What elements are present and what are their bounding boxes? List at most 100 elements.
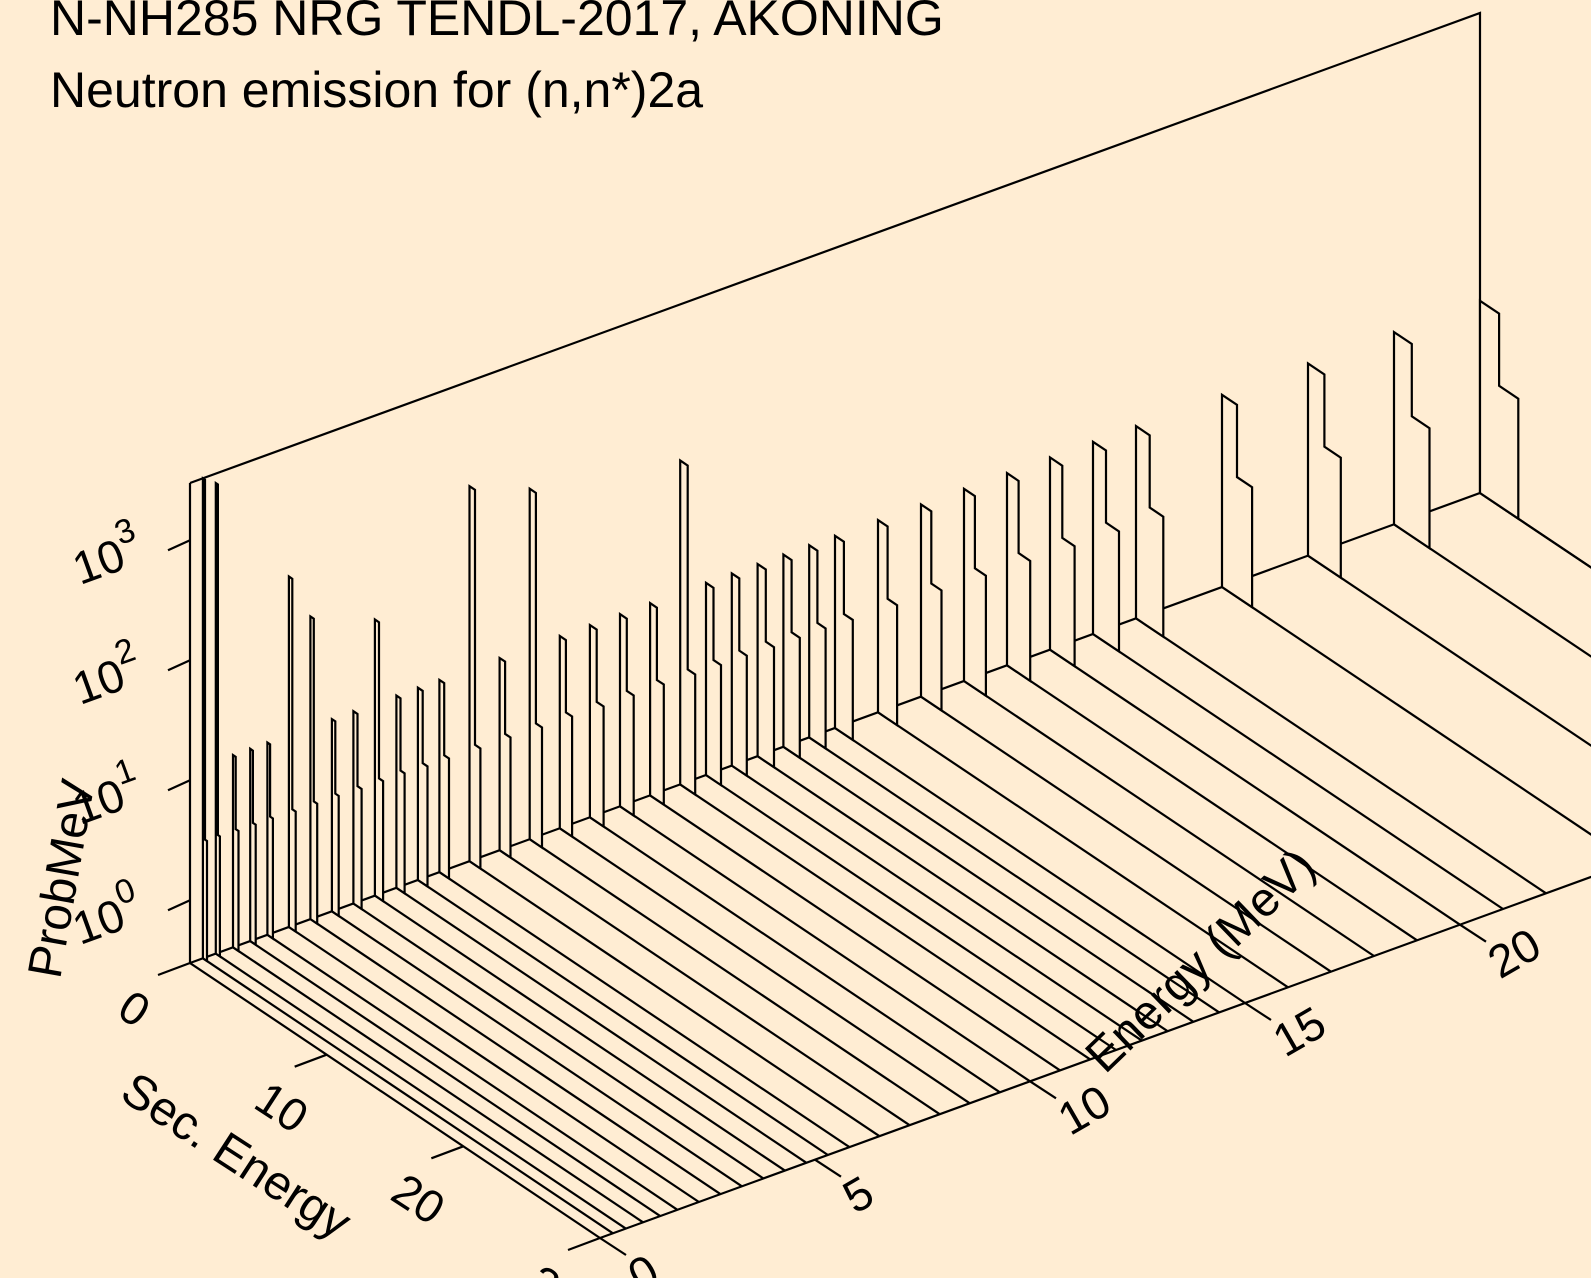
spectrum-baseline-16 xyxy=(705,774,1117,1051)
spectrum-baseline-27 xyxy=(395,886,808,1164)
spectrum-baseline-24 xyxy=(468,860,881,1138)
spectrum-baseline-37 xyxy=(202,957,614,1235)
sec-energy-tick-3 xyxy=(567,1236,601,1252)
spectrum-baseline-17 xyxy=(679,783,1091,1061)
spectrum-baseline-32 xyxy=(288,926,700,1203)
spectrum-baseline-28 xyxy=(374,894,786,1172)
prob-tick-2 xyxy=(167,659,191,672)
sec-energy-tick-label-3: 30 xyxy=(520,1255,591,1278)
y-axis-title: Sec. Energy xyxy=(112,1063,360,1250)
spectrum-6 xyxy=(1048,455,1076,669)
spectrum-baseline-7 xyxy=(1006,664,1418,942)
sec-energy-tick-0 xyxy=(157,961,191,977)
spectrum-21 xyxy=(558,633,574,839)
spectrum-baseline-5 xyxy=(1092,633,1504,910)
spectrum-baseline-29 xyxy=(352,902,765,1180)
spectrum-25 xyxy=(438,677,451,881)
sec-energy-tick-2 xyxy=(430,1145,464,1160)
spectrum-28 xyxy=(373,617,385,904)
spectrum-18 xyxy=(648,601,665,807)
sec-energy-tick-label-1: 10 xyxy=(246,1071,317,1142)
energy-tick-label-3: 15 xyxy=(1264,996,1334,1067)
spectrum-30 xyxy=(330,717,340,918)
spectrum-2 xyxy=(1306,361,1342,580)
sec-energy-tick-1 xyxy=(294,1053,328,1068)
spectrum-14 xyxy=(756,561,776,770)
spectrum-baseline-30 xyxy=(331,910,743,1188)
spectrum-baseline-35 xyxy=(232,946,644,1224)
spectrum-22 xyxy=(528,486,544,850)
spectrum-baseline-20 xyxy=(589,816,1001,1094)
spectrum-11 xyxy=(833,533,854,742)
spectrum-baseline-3 xyxy=(1221,586,1591,836)
spectrum-31 xyxy=(309,614,319,926)
spectrum-32 xyxy=(287,574,297,934)
spectrum-13 xyxy=(782,552,801,760)
spectrum-baseline-21 xyxy=(559,827,971,1105)
spectrum-baseline-8 xyxy=(963,680,1375,957)
spectrum-3 xyxy=(1220,392,1254,610)
spectrum-16 xyxy=(704,580,723,788)
energy-tick-label-1: 5 xyxy=(834,1165,882,1223)
spectrum-baseline-11 xyxy=(834,727,1246,1004)
spectrum-5 xyxy=(1091,439,1121,654)
chart-title: N-NH285 NRG TENDL-2017, AKONING xyxy=(50,0,944,46)
spectrum-baseline-14 xyxy=(756,755,1169,1033)
prob-tick-1 xyxy=(167,779,191,792)
energy-tick-label-0: 0 xyxy=(619,1244,667,1278)
spectrum-baseline-4 xyxy=(1135,617,1547,895)
spectrum-0 xyxy=(1478,298,1520,521)
spectrum-baseline-25 xyxy=(438,871,851,1149)
spectrum-baseline-1 xyxy=(1393,523,1591,658)
energy-tick-2 xyxy=(1029,1080,1057,1100)
prob-tick-0 xyxy=(167,899,191,912)
sec-energy-tick-label-0: 0 xyxy=(110,980,160,1038)
spectrum-37 xyxy=(201,476,209,964)
spectrum-baseline-9 xyxy=(920,695,1332,973)
spectrum-baseline-12 xyxy=(808,736,1220,1014)
chart-subtitle: Neutron emission for (n,n*)2a xyxy=(50,62,703,118)
spectrum-baseline-31 xyxy=(309,918,722,1196)
spectrum-baseline-34 xyxy=(249,940,661,1218)
spectrum-27 xyxy=(395,693,406,896)
spectrum-baseline-0 xyxy=(1479,492,1591,569)
prob-tick-label-2: 102 xyxy=(62,631,150,715)
spectrum-baseline-36 xyxy=(215,952,627,1230)
energy-tick-0 xyxy=(599,1237,627,1256)
spectrum-baseline-10 xyxy=(877,711,1289,989)
spectrum-baseline-15 xyxy=(731,764,1143,1042)
spectrum-26 xyxy=(416,685,429,889)
spectrum-20 xyxy=(588,623,605,829)
spectrum-baseline-33 xyxy=(266,933,679,1211)
spectrum-1 xyxy=(1392,330,1431,551)
spectrum-10 xyxy=(876,518,899,728)
spectrum-baseline-13 xyxy=(782,745,1195,1023)
energy-tick-3 xyxy=(1244,1002,1272,1021)
prob-tick-3 xyxy=(167,539,191,552)
spectrum-36 xyxy=(214,481,221,959)
spectrum-24 xyxy=(468,484,482,871)
spectrum-baseline-23 xyxy=(498,849,911,1127)
spectrum-12 xyxy=(808,543,827,751)
spectrum-baseline-2 xyxy=(1307,554,1591,747)
spectrum-8 xyxy=(962,486,988,698)
spectrum-15 xyxy=(730,571,748,778)
spectrum-23 xyxy=(498,655,512,860)
spectrum-7 xyxy=(1005,471,1032,683)
spectrum-baseline-19 xyxy=(619,805,1031,1083)
spectrum-baseline-18 xyxy=(649,794,1061,1072)
axis-ticks xyxy=(157,539,1487,1256)
spectrum-baseline-6 xyxy=(1049,648,1461,926)
spectrum-9 xyxy=(919,502,943,713)
series-group xyxy=(201,298,1591,1235)
spectrum-35 xyxy=(231,753,240,954)
spectrum-baseline-26 xyxy=(417,879,829,1156)
spectrum-29 xyxy=(352,709,363,912)
spectrum-baseline-22 xyxy=(529,838,941,1116)
spectrum-33 xyxy=(266,740,274,941)
spectrum-19 xyxy=(618,612,635,818)
spectrum-4 xyxy=(1134,424,1165,639)
prob-tick-label-3: 103 xyxy=(62,511,150,595)
energy-tick-4 xyxy=(1459,923,1487,943)
